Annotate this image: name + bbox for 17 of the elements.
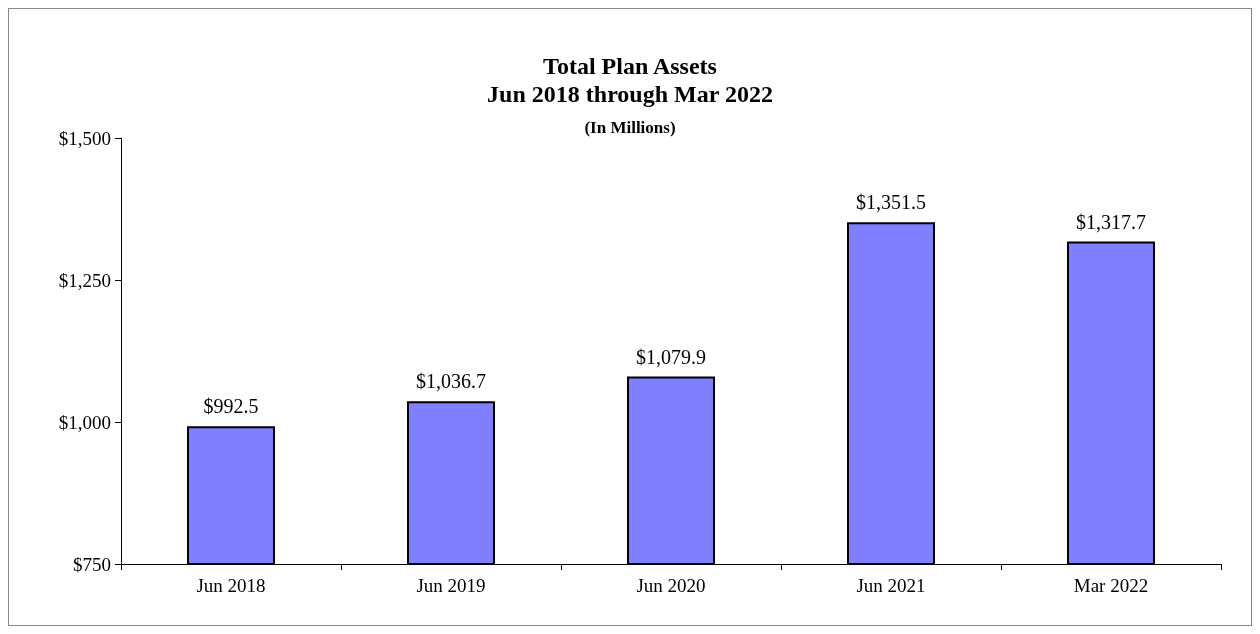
chart-subtitle: Jun 2018 through Mar 2022 bbox=[487, 81, 773, 107]
text: (In Millions) bbox=[584, 118, 676, 137]
y-tick-label: $1,500 bbox=[58, 127, 111, 149]
x-tick-label: Mar 2022 bbox=[1073, 575, 1149, 596]
data-label: $1,036.7 bbox=[416, 370, 486, 393]
data-label: $992.5 bbox=[203, 395, 259, 418]
x-tick-label: Jun 2020 bbox=[636, 575, 706, 596]
chart-title: Total Plan Assets bbox=[543, 53, 717, 79]
y-tick-label: $750 bbox=[73, 553, 111, 575]
x-tick-label: Jun 2019 bbox=[416, 575, 486, 596]
data-label: $1,351.5 bbox=[856, 191, 926, 214]
data-label: $1,317.7 bbox=[1076, 210, 1146, 233]
x-tick-label: Jun 2021 bbox=[856, 575, 926, 596]
y-tick-label: $1,000 bbox=[58, 411, 111, 433]
y-tick-label: $1,250 bbox=[58, 269, 111, 291]
data-label: $1,079.9 bbox=[636, 345, 706, 368]
x-tick-label: Jun 2018 bbox=[196, 575, 266, 596]
